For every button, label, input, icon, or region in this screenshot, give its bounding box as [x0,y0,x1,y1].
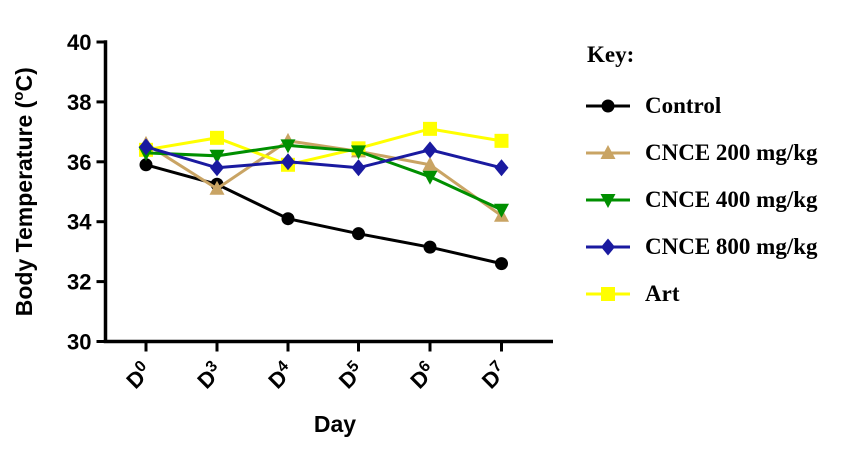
legend-title: Key: [587,42,635,67]
square-marker-icon [601,287,615,301]
legend-marker-diamond-icon [586,238,630,256]
triangle-down-marker-icon [600,194,616,208]
series-line-control [145,163,502,266]
legend-label: CNCE 200 mg/kg [645,140,818,165]
x-tick-label: D5 [333,358,369,394]
x-tick-label: D7 [476,358,512,394]
legend-label: CNCE 400 mg/kg [645,187,818,212]
y-tick-label: 34 [67,210,92,235]
x-tick-label: D4 [263,358,299,394]
square-marker-icon [210,130,224,145]
chart-legend: Key: Control CNCE 200 mg/kg CNCE 400 mg/kg… [585,42,845,329]
legend-item-cnce-400-mg-kg: CNCE 400 mg/kg [585,187,845,212]
y-tick-label: 32 [67,270,91,295]
series-cnce-800-mg-kg [139,138,509,177]
x-tick-label: D6 [405,358,441,394]
diamond-marker-icon [281,153,295,171]
series-line-art [145,127,502,167]
triangle-up-marker-icon [209,180,225,195]
circle-marker-icon [281,212,295,226]
legend-label: CNCE 800 mg/kg [645,234,818,259]
legend-marker-circle-icon [586,99,630,113]
triangle-down-marker-icon [494,203,509,218]
circle-marker-icon [423,240,437,254]
legend-marker-square-icon [586,287,630,301]
y-tick-label: 30 [67,330,91,355]
y-axis-title: Body Temperature (oC) [10,67,37,316]
x-tick-label: D0 [121,358,157,394]
legend-item-control: Control [585,93,845,118]
y-tick-label: 40 [67,30,91,55]
legend-marker-triangle-up-icon [586,145,630,159]
legend-item-cnce-800-mg-kg: CNCE 800 mg/kg [585,234,845,259]
legend-marker-triangle-down-icon [586,194,630,208]
legend-label: Art [645,281,680,306]
series-line-cnce-800-mg-kg [145,145,502,170]
triangle-down-marker-icon [209,149,225,164]
circle-marker-icon [139,158,153,172]
series-line-cnce-200-mg-kg [145,139,503,217]
diamond-marker-icon [210,159,224,177]
legend-rows: Control CNCE 200 mg/kg CNCE 400 mg/kg CNCE … [585,93,845,306]
legend-label: Control [645,93,722,118]
triangle-down-marker-icon [280,139,296,154]
square-marker-icon [494,133,509,148]
series-line-cnce-400-mg-kg [145,143,503,212]
diamond-marker-icon [423,141,437,159]
square-marker-icon [423,121,437,136]
circle-marker-icon [495,257,508,271]
legend-item-cnce-200-mg-kg: CNCE 200 mg/kg [585,140,845,165]
y-tick-label: 38 [67,90,91,115]
diamond-marker-icon [494,159,509,177]
y-tick-label: 36 [67,150,91,175]
x-axis-title: Day [314,411,356,437]
x-tick-label: D3 [192,358,228,394]
diamond-marker-icon [351,159,366,177]
triangle-up-marker-icon [600,145,616,159]
triangle-up-marker-icon [422,156,438,171]
legend-item-art: Art [585,281,845,306]
circle-marker-icon [601,99,615,113]
triangle-down-marker-icon [351,145,366,160]
diamond-marker-icon [139,138,153,156]
circle-marker-icon [352,227,365,241]
diamond-marker-icon [601,238,615,256]
triangle-down-marker-icon [422,170,438,185]
